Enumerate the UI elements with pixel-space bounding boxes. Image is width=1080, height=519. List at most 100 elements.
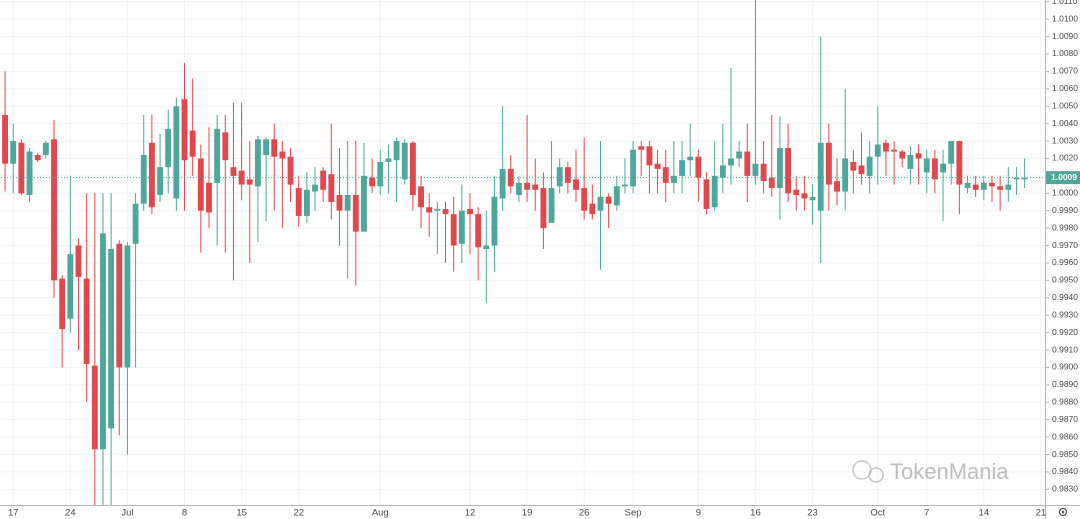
candle-body — [891, 149, 898, 152]
x-tick-label: 16 — [750, 508, 761, 519]
candle-body — [409, 142, 416, 196]
candle-body — [254, 139, 261, 187]
candle-body — [108, 249, 115, 429]
candle-body — [271, 139, 278, 157]
candle-body — [2, 114, 9, 164]
x-tick-label: 8 — [182, 508, 187, 519]
y-tick-label: 1.0050 — [1052, 100, 1078, 110]
candle-body — [1013, 177, 1020, 180]
x-tick-label: 24 — [65, 508, 76, 519]
y-tick-label: 0.9990 — [1052, 205, 1078, 215]
y-tick-label: 0.9900 — [1052, 362, 1078, 372]
candle-body — [613, 186, 620, 206]
y-tick-label: 0.9930 — [1052, 309, 1078, 319]
settings-icon[interactable] — [1058, 507, 1068, 517]
x-tick-label: 9 — [696, 508, 701, 519]
candle-body — [1005, 184, 1012, 190]
watermark-icon — [868, 467, 884, 483]
candle-body — [67, 254, 74, 319]
y-tick-label: 0.9860 — [1052, 431, 1078, 441]
y-tick-label: 1.0040 — [1052, 118, 1078, 128]
candle-body — [964, 182, 971, 189]
candle-body — [100, 233, 106, 450]
candle-body — [295, 188, 302, 216]
y-tick-label: 0.9980 — [1052, 222, 1078, 232]
candle-body — [589, 203, 596, 215]
y-tick-label: 1.0000 — [1052, 188, 1078, 198]
candle-body — [222, 132, 229, 161]
candle-body — [75, 245, 82, 277]
candle-body — [491, 196, 498, 246]
candle-body — [752, 163, 759, 176]
y-tick-label: 0.9940 — [1052, 292, 1078, 302]
candle-body — [393, 141, 400, 161]
candle-body — [956, 141, 963, 185]
candle-body — [483, 245, 490, 250]
settings-gear-center[interactable] — [1061, 510, 1065, 514]
candle-body — [883, 142, 889, 152]
y-tick-label: 0.9880 — [1052, 397, 1078, 407]
candle-body — [899, 151, 906, 159]
candle-body — [825, 142, 832, 185]
candle-body — [638, 146, 645, 150]
candle-body — [303, 189, 310, 216]
axes: 0.9830 0.9840 0.9850 0.9860 0.9870 0.9880 0.98… — [8, 0, 1080, 519]
candle-body — [760, 163, 767, 182]
candle-body — [361, 175, 367, 232]
candle-body — [181, 99, 188, 161]
candle-body — [768, 177, 775, 189]
candle-body — [51, 139, 57, 281]
candle-body — [997, 186, 1004, 190]
y-tick-label: 0.9870 — [1052, 414, 1078, 424]
candle-body — [728, 158, 734, 166]
candle-body — [524, 182, 531, 190]
candle-body — [540, 188, 547, 229]
x-tick-label: 19 — [522, 508, 533, 519]
candle-body — [287, 156, 294, 185]
candle-body — [157, 167, 163, 196]
candle-body — [597, 196, 604, 211]
candle-body — [776, 148, 783, 189]
y-tick-label: 0.9950 — [1052, 275, 1078, 285]
candle-body — [581, 188, 588, 211]
candle-body — [744, 151, 751, 176]
candle-body — [801, 193, 808, 199]
candle-body — [467, 208, 473, 215]
candle-body — [140, 154, 147, 204]
settings-gear[interactable] — [1058, 507, 1068, 517]
candle-body — [344, 195, 351, 211]
candle-body — [189, 130, 196, 157]
candle-body — [426, 207, 433, 213]
candle-body — [83, 278, 90, 364]
candle-body — [915, 153, 922, 159]
x-tick-label: 14 — [979, 508, 990, 519]
candle-body — [989, 182, 995, 187]
candle-body — [10, 141, 17, 164]
candle-body — [556, 167, 563, 187]
candle-body — [809, 196, 816, 201]
candle-body — [401, 142, 408, 180]
candle-body — [246, 179, 253, 185]
x-tick-label: 17 — [8, 508, 19, 519]
y-tick-label: 0.9970 — [1052, 240, 1078, 250]
candle-body — [736, 151, 743, 159]
candles — [1, 0, 1045, 505]
candle-body — [630, 149, 637, 187]
x-tick-label: 7 — [924, 508, 929, 519]
y-tick-label: 1.0100 — [1052, 13, 1078, 23]
candle-body — [418, 186, 424, 208]
candle-body — [132, 203, 139, 244]
y-tick-label: 1.0090 — [1052, 31, 1078, 41]
candle-body — [173, 106, 180, 199]
candle-body — [320, 170, 327, 190]
candle-body — [499, 168, 506, 199]
candle-body — [230, 167, 237, 176]
candle-body — [434, 208, 441, 211]
candle-body — [622, 184, 628, 187]
y-tick-label: 0.9960 — [1052, 257, 1078, 267]
grid — [0, 0, 1045, 505]
candle-body — [59, 278, 66, 330]
candle-body — [206, 182, 212, 213]
